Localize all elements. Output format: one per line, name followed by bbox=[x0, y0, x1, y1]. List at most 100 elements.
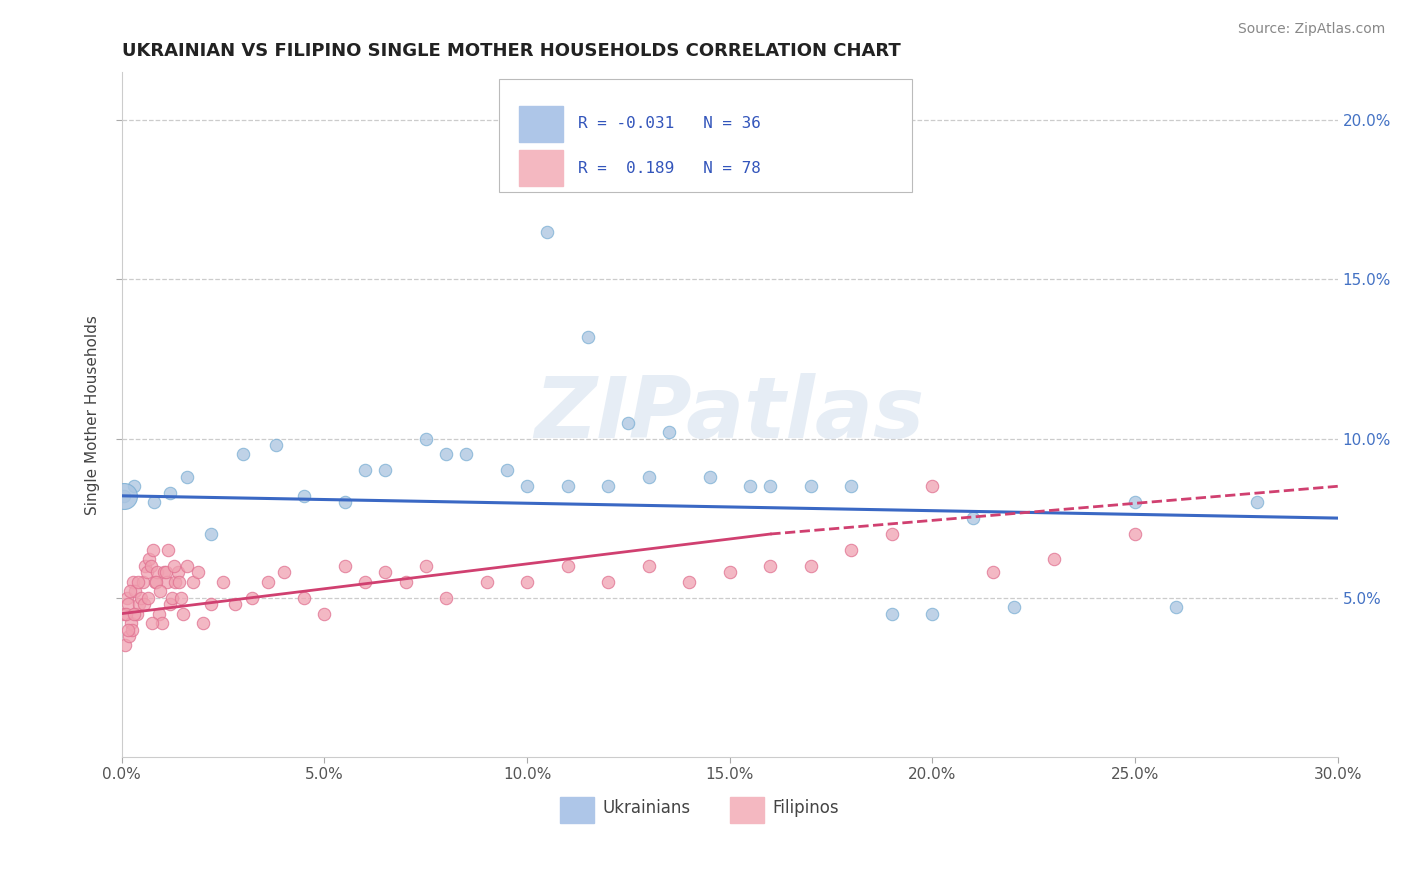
Point bbox=[132, 574, 155, 589]
Point bbox=[136, 591, 159, 605]
Point bbox=[127, 574, 149, 589]
Point bbox=[134, 597, 156, 611]
Point bbox=[1043, 552, 1066, 566]
Point bbox=[145, 574, 167, 589]
Point bbox=[759, 479, 782, 493]
FancyBboxPatch shape bbox=[519, 106, 564, 142]
Point bbox=[169, 591, 191, 605]
Point bbox=[117, 623, 139, 637]
Point bbox=[434, 447, 457, 461]
Point bbox=[120, 616, 142, 631]
Point bbox=[141, 616, 163, 631]
Point bbox=[143, 495, 166, 509]
Point bbox=[118, 584, 141, 599]
Point bbox=[153, 566, 176, 580]
Point bbox=[292, 489, 315, 503]
Point bbox=[181, 574, 204, 589]
Point bbox=[354, 463, 377, 477]
Point bbox=[128, 597, 150, 611]
Point bbox=[149, 584, 172, 599]
Y-axis label: Single Mother Households: Single Mother Households bbox=[86, 315, 100, 515]
Point bbox=[136, 566, 159, 580]
Point bbox=[1123, 527, 1146, 541]
Point bbox=[134, 558, 156, 573]
Point bbox=[516, 574, 538, 589]
Point bbox=[598, 479, 620, 493]
Point bbox=[172, 607, 194, 621]
Point bbox=[256, 574, 278, 589]
Point bbox=[374, 463, 396, 477]
Point bbox=[800, 479, 823, 493]
Point bbox=[841, 479, 863, 493]
Point bbox=[557, 479, 579, 493]
Point bbox=[434, 591, 457, 605]
Point bbox=[232, 447, 254, 461]
Point bbox=[159, 597, 181, 611]
Point bbox=[122, 479, 145, 493]
Point bbox=[759, 558, 782, 573]
Point bbox=[333, 558, 356, 573]
Point bbox=[124, 584, 146, 599]
Point bbox=[122, 574, 145, 589]
FancyBboxPatch shape bbox=[560, 797, 593, 823]
Point bbox=[162, 591, 184, 605]
Point bbox=[156, 574, 179, 589]
Point bbox=[738, 479, 761, 493]
FancyBboxPatch shape bbox=[519, 151, 564, 186]
Point bbox=[166, 566, 188, 580]
Point bbox=[841, 543, 863, 558]
Point bbox=[112, 489, 135, 503]
Point bbox=[142, 543, 165, 558]
Point bbox=[557, 558, 579, 573]
Point bbox=[718, 566, 741, 580]
Point bbox=[176, 469, 198, 483]
Point bbox=[637, 469, 659, 483]
Point bbox=[496, 463, 519, 477]
Point bbox=[157, 543, 180, 558]
Text: Ukrainians: Ukrainians bbox=[602, 799, 690, 817]
Point bbox=[159, 485, 181, 500]
Point bbox=[169, 574, 191, 589]
Point bbox=[117, 597, 139, 611]
Point bbox=[176, 558, 198, 573]
Point bbox=[981, 566, 1004, 580]
Point bbox=[155, 566, 177, 580]
Text: R =  0.189   N = 78: R = 0.189 N = 78 bbox=[578, 161, 761, 176]
Point bbox=[114, 639, 136, 653]
Point bbox=[333, 495, 356, 509]
Point bbox=[240, 591, 263, 605]
Text: Source: ZipAtlas.com: Source: ZipAtlas.com bbox=[1237, 22, 1385, 37]
Point bbox=[921, 479, 943, 493]
Point bbox=[112, 607, 135, 621]
Point bbox=[516, 479, 538, 493]
Point bbox=[576, 329, 599, 343]
FancyBboxPatch shape bbox=[499, 79, 912, 192]
Point bbox=[224, 597, 246, 611]
Point bbox=[415, 558, 437, 573]
Point bbox=[165, 574, 187, 589]
Point bbox=[800, 558, 823, 573]
Point bbox=[143, 574, 166, 589]
Point bbox=[637, 558, 659, 573]
Point bbox=[292, 591, 315, 605]
Point bbox=[1246, 495, 1268, 509]
Text: R = -0.031   N = 36: R = -0.031 N = 36 bbox=[578, 116, 761, 131]
Point bbox=[273, 566, 295, 580]
Point bbox=[118, 629, 141, 643]
Point bbox=[115, 607, 138, 621]
Point bbox=[148, 607, 170, 621]
Point bbox=[129, 591, 152, 605]
Text: Filipinos: Filipinos bbox=[772, 799, 839, 817]
Point bbox=[880, 607, 903, 621]
Point bbox=[1002, 600, 1025, 615]
Point bbox=[1164, 600, 1187, 615]
Point bbox=[212, 574, 235, 589]
Text: UKRAINIAN VS FILIPINO SINGLE MOTHER HOUSEHOLDS CORRELATION CHART: UKRAINIAN VS FILIPINO SINGLE MOTHER HOUS… bbox=[122, 42, 901, 60]
Point bbox=[880, 527, 903, 541]
Point bbox=[921, 607, 943, 621]
Point bbox=[314, 607, 336, 621]
Point bbox=[115, 591, 138, 605]
Point bbox=[456, 447, 478, 461]
Point bbox=[200, 527, 222, 541]
Point bbox=[354, 574, 377, 589]
